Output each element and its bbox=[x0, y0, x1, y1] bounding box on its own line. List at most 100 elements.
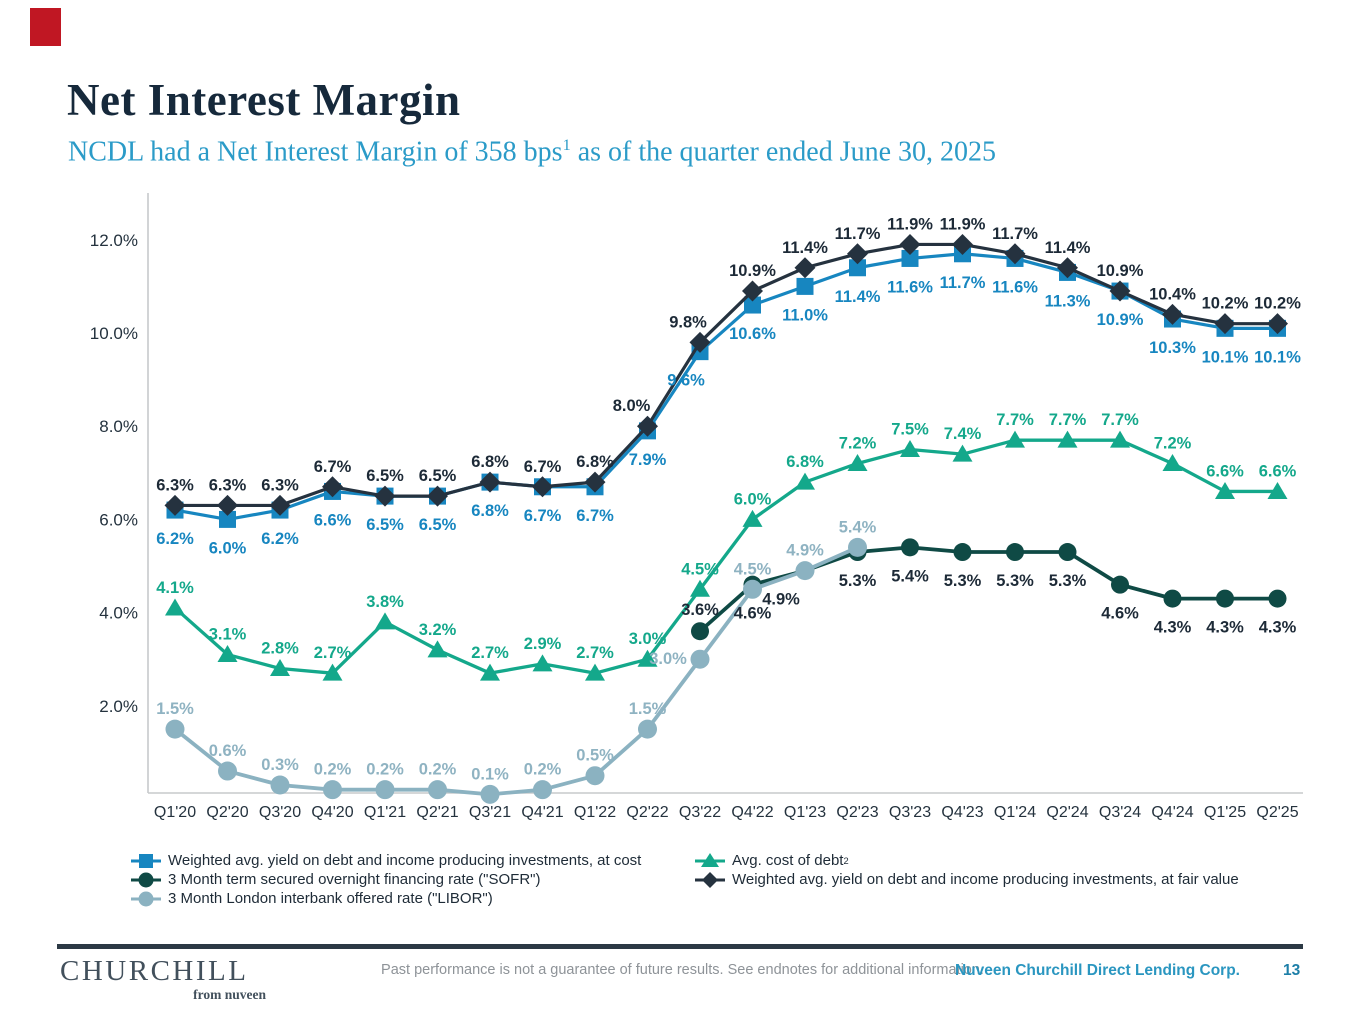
svg-text:6.0%: 6.0% bbox=[209, 539, 247, 557]
svg-text:10.9%: 10.9% bbox=[1097, 262, 1144, 280]
svg-text:0.2%: 0.2% bbox=[314, 761, 352, 779]
svg-text:7.2%: 7.2% bbox=[839, 434, 877, 452]
svg-text:6.8%: 6.8% bbox=[471, 453, 509, 471]
legend-item-sofr: 3 Month term secured overnight financing… bbox=[131, 870, 641, 889]
svg-text:11.7%: 11.7% bbox=[940, 274, 986, 292]
legend-column-2: Avg. cost of debt 2 Weighted avg. yield o… bbox=[695, 851, 1239, 889]
svg-text:4.6%: 4.6% bbox=[734, 605, 772, 623]
svg-text:Q1'23: Q1'23 bbox=[784, 804, 826, 821]
svg-text:Q4'23: Q4'23 bbox=[941, 804, 983, 821]
svg-text:5.3%: 5.3% bbox=[1049, 572, 1087, 590]
svg-text:7.5%: 7.5% bbox=[891, 421, 929, 439]
svg-text:Q2'25: Q2'25 bbox=[1256, 804, 1298, 821]
svg-text:11.0%: 11.0% bbox=[782, 306, 828, 324]
svg-text:0.2%: 0.2% bbox=[524, 761, 562, 779]
svg-text:6.5%: 6.5% bbox=[419, 516, 457, 534]
svg-text:6.8%: 6.8% bbox=[786, 453, 824, 471]
svg-text:3.8%: 3.8% bbox=[366, 593, 404, 611]
svg-text:6.7%: 6.7% bbox=[524, 458, 562, 476]
svg-text:4.9%: 4.9% bbox=[762, 591, 800, 609]
footnote-ref-1: 1 bbox=[562, 136, 571, 154]
svg-text:2.7%: 2.7% bbox=[314, 644, 352, 662]
red-annotation-mark bbox=[30, 8, 61, 46]
legend-label-cost: Weighted avg. yield on debt and income p… bbox=[168, 852, 642, 869]
svg-text:4.6%: 4.6% bbox=[1101, 605, 1139, 623]
svg-text:6.5%: 6.5% bbox=[419, 467, 457, 485]
svg-text:7.2%: 7.2% bbox=[1154, 434, 1192, 452]
svg-text:4.5%: 4.5% bbox=[681, 560, 719, 578]
svg-text:8.0%: 8.0% bbox=[613, 397, 651, 415]
svg-text:9.6%: 9.6% bbox=[667, 372, 705, 390]
svg-text:2.8%: 2.8% bbox=[261, 640, 299, 658]
legend-label-sofr: 3 Month term secured overnight financing… bbox=[168, 871, 541, 888]
svg-text:6.7%: 6.7% bbox=[576, 507, 614, 525]
svg-text:4.0%: 4.0% bbox=[99, 604, 138, 623]
svg-text:6.3%: 6.3% bbox=[156, 476, 194, 494]
svg-text:Q2'24: Q2'24 bbox=[1046, 804, 1088, 821]
svg-text:Q2'20: Q2'20 bbox=[206, 804, 248, 821]
svg-text:11.7%: 11.7% bbox=[992, 225, 1038, 243]
page-title: Net Interest Margin bbox=[67, 75, 461, 125]
svg-text:5.3%: 5.3% bbox=[944, 572, 982, 590]
svg-text:10.9%: 10.9% bbox=[729, 262, 776, 280]
svg-text:7.9%: 7.9% bbox=[629, 451, 667, 469]
svg-text:Q1'20: Q1'20 bbox=[154, 804, 196, 821]
legend-item-libor: 3 Month London interbank offered rate ("… bbox=[131, 889, 641, 908]
svg-text:11.6%: 11.6% bbox=[992, 278, 1038, 296]
subtitle-text: NCDL had a Net Interest Margin of 358 bp… bbox=[68, 136, 563, 168]
svg-text:6.0%: 6.0% bbox=[734, 490, 772, 508]
svg-text:4.1%: 4.1% bbox=[156, 579, 194, 597]
svg-text:7.7%: 7.7% bbox=[1049, 411, 1087, 429]
footer-disclaimer: Past performance is not a guarantee of f… bbox=[381, 962, 984, 978]
svg-text:6.7%: 6.7% bbox=[314, 458, 352, 476]
svg-text:Q2'22: Q2'22 bbox=[626, 804, 668, 821]
svg-text:Q1'24: Q1'24 bbox=[994, 804, 1036, 821]
svg-text:2.7%: 2.7% bbox=[576, 644, 614, 662]
legend-item-fair: Weighted avg. yield on debt and income p… bbox=[695, 870, 1239, 889]
subtitle-text-suffix: as of the quarter ended June 30, 2025 bbox=[570, 136, 997, 168]
blue-square-marker-icon bbox=[131, 853, 161, 869]
svg-text:10.4%: 10.4% bbox=[1149, 285, 1196, 303]
legend-label-libor: 3 Month London interbank offered rate ("… bbox=[168, 890, 493, 907]
svg-text:10.0%: 10.0% bbox=[90, 324, 138, 343]
legend-label-fair: Weighted avg. yield on debt and income p… bbox=[732, 871, 1239, 888]
svg-text:6.6%: 6.6% bbox=[314, 511, 352, 529]
svg-text:0.5%: 0.5% bbox=[576, 747, 614, 765]
svg-text:4.9%: 4.9% bbox=[786, 542, 824, 560]
svg-text:7.7%: 7.7% bbox=[1101, 411, 1139, 429]
svg-text:7.7%: 7.7% bbox=[996, 411, 1034, 429]
churchill-logo: CHURCHILL from nuveen bbox=[60, 955, 272, 1003]
svg-text:6.3%: 6.3% bbox=[261, 476, 299, 494]
svg-text:4.3%: 4.3% bbox=[1154, 619, 1192, 637]
svg-text:4.5%: 4.5% bbox=[734, 560, 772, 578]
svg-text:6.6%: 6.6% bbox=[1259, 462, 1297, 480]
svg-text:12.0%: 12.0% bbox=[90, 231, 138, 250]
svg-text:4.3%: 4.3% bbox=[1206, 619, 1244, 637]
svg-text:10.6%: 10.6% bbox=[729, 325, 776, 343]
svg-text:0.1%: 0.1% bbox=[471, 765, 509, 783]
svg-text:0.6%: 0.6% bbox=[209, 742, 247, 760]
svg-text:Q1'25: Q1'25 bbox=[1204, 804, 1246, 821]
svg-text:1.5%: 1.5% bbox=[629, 700, 667, 718]
svg-text:11.7%: 11.7% bbox=[835, 225, 881, 243]
svg-text:0.2%: 0.2% bbox=[366, 761, 404, 779]
svg-text:6.0%: 6.0% bbox=[99, 510, 138, 529]
svg-text:10.3%: 10.3% bbox=[1149, 339, 1196, 357]
svg-text:11.4%: 11.4% bbox=[782, 239, 828, 257]
svg-text:11.3%: 11.3% bbox=[1045, 292, 1091, 310]
svg-text:Q1'22: Q1'22 bbox=[574, 804, 616, 821]
svg-text:10.2%: 10.2% bbox=[1202, 295, 1249, 313]
svg-text:10.9%: 10.9% bbox=[1097, 311, 1144, 329]
svg-text:0.3%: 0.3% bbox=[261, 756, 299, 774]
svg-text:6.3%: 6.3% bbox=[209, 476, 247, 494]
page-subtitle: NCDL had a Net Interest Margin of 358 bp… bbox=[68, 136, 996, 168]
svg-text:6.8%: 6.8% bbox=[471, 502, 509, 520]
svg-text:3.2%: 3.2% bbox=[419, 621, 457, 639]
svg-text:Q3'23: Q3'23 bbox=[889, 804, 931, 821]
svg-text:9.8%: 9.8% bbox=[669, 313, 707, 331]
legend-item-debt: Avg. cost of debt 2 bbox=[695, 851, 1239, 870]
light-blue-circle-marker-icon bbox=[131, 891, 161, 907]
svg-text:2.9%: 2.9% bbox=[524, 635, 562, 653]
svg-text:3.0%: 3.0% bbox=[649, 650, 687, 668]
